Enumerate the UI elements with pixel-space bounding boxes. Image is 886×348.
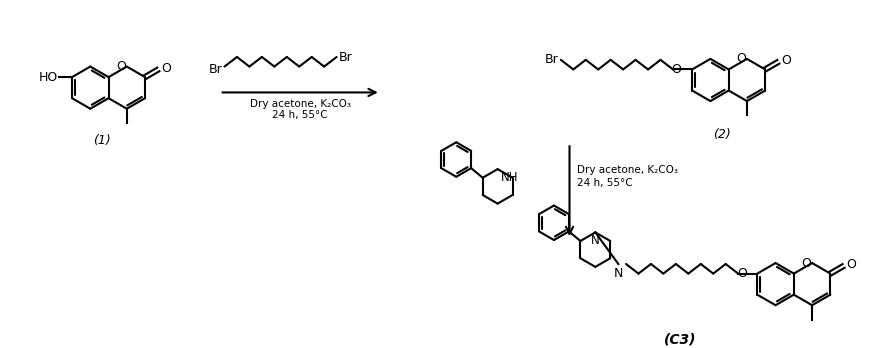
Text: O: O: [801, 256, 812, 270]
Text: O: O: [781, 54, 791, 67]
Text: O: O: [737, 267, 747, 280]
Text: (2): (2): [713, 128, 731, 141]
Text: Br: Br: [338, 52, 353, 64]
Text: (C3): (C3): [664, 332, 696, 346]
Text: 24 h, 55°C: 24 h, 55°C: [272, 110, 328, 120]
Text: O: O: [116, 60, 126, 73]
Text: NH: NH: [501, 171, 518, 184]
Text: O: O: [846, 259, 856, 271]
Text: O: O: [736, 53, 746, 65]
Text: Dry acetone, K₂CO₃: Dry acetone, K₂CO₃: [577, 165, 678, 175]
Text: Br: Br: [209, 63, 222, 76]
Text: O: O: [672, 63, 681, 76]
Text: O: O: [161, 62, 171, 75]
Text: HO: HO: [38, 71, 58, 84]
Text: (1): (1): [93, 134, 111, 147]
Text: N: N: [614, 267, 623, 280]
Text: Dry acetone, K₂CO₃: Dry acetone, K₂CO₃: [250, 99, 351, 109]
Text: N: N: [591, 234, 600, 247]
Text: 24 h, 55°C: 24 h, 55°C: [577, 179, 633, 189]
Text: Br: Br: [545, 53, 559, 66]
